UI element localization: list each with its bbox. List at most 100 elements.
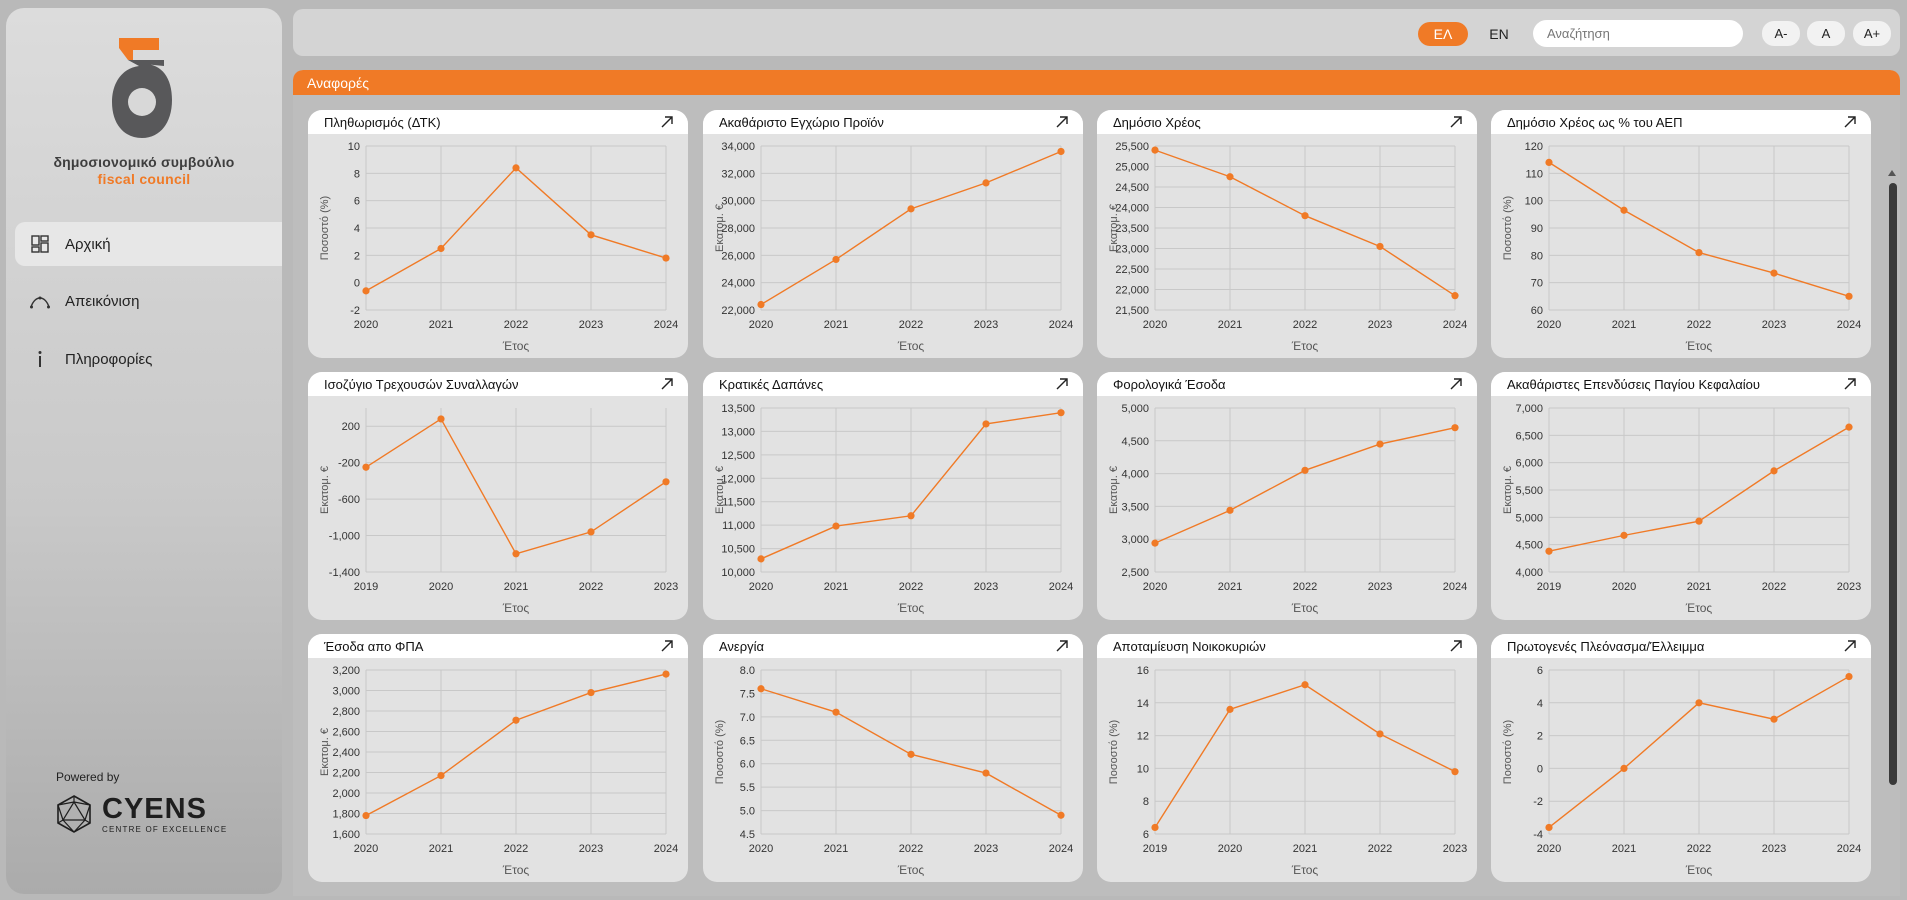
- data-point[interactable]: [587, 528, 595, 536]
- data-point[interactable]: [662, 670, 670, 678]
- data-point[interactable]: [1545, 547, 1553, 555]
- data-point[interactable]: [1057, 147, 1065, 156]
- x-tick-label: 2020: [429, 581, 453, 593]
- font-size-increase-button[interactable]: A+: [1853, 21, 1891, 46]
- x-tick-label: 2020: [749, 843, 773, 855]
- data-point[interactable]: [512, 716, 520, 724]
- x-tick-label: 2023: [1368, 319, 1392, 331]
- y-tick-label: 2,200: [332, 768, 360, 780]
- data-point[interactable]: [1057, 811, 1065, 819]
- data-point[interactable]: [1301, 681, 1309, 689]
- data-point[interactable]: [362, 811, 370, 820]
- data-point[interactable]: [1226, 173, 1234, 181]
- expand-icon[interactable]: [1055, 115, 1069, 129]
- data-point[interactable]: [1301, 466, 1309, 474]
- data-point[interactable]: [757, 555, 765, 563]
- font-size-normal-button[interactable]: A: [1807, 21, 1845, 46]
- expand-icon[interactable]: [660, 377, 674, 391]
- sidebar-item-info[interactable]: Πληροφορίες: [15, 337, 282, 381]
- data-point[interactable]: [587, 688, 595, 697]
- expand-icon[interactable]: [660, 115, 674, 129]
- data-point[interactable]: [1620, 531, 1628, 539]
- data-point[interactable]: [832, 255, 840, 264]
- scroll-up-icon[interactable]: [1888, 170, 1896, 176]
- data-point[interactable]: [362, 463, 370, 471]
- font-size-decrease-button[interactable]: A-: [1762, 21, 1800, 46]
- data-point[interactable]: [512, 550, 520, 558]
- data-point[interactable]: [437, 415, 445, 423]
- language-en-button[interactable]: EN: [1489, 26, 1509, 42]
- y-tick-label: 100: [1525, 196, 1543, 208]
- data-point[interactable]: [437, 771, 445, 780]
- data-point[interactable]: [982, 420, 990, 428]
- data-point[interactable]: [1695, 699, 1703, 707]
- data-point[interactable]: [1545, 823, 1553, 832]
- data-point[interactable]: [1226, 506, 1234, 514]
- data-point[interactable]: [1695, 517, 1703, 525]
- data-point[interactable]: [757, 300, 765, 309]
- y-tick-label: 12,500: [721, 450, 755, 462]
- data-point[interactable]: [1301, 212, 1309, 220]
- data-point[interactable]: [1845, 672, 1853, 681]
- x-tick-label: 2020: [1537, 843, 1561, 855]
- data-point[interactable]: [662, 478, 670, 486]
- data-point[interactable]: [1845, 423, 1853, 431]
- expand-icon[interactable]: [1843, 639, 1857, 653]
- data-point[interactable]: [512, 164, 520, 172]
- data-point[interactable]: [1620, 764, 1628, 772]
- data-point[interactable]: [1151, 146, 1159, 154]
- y-tick-label: -2: [1533, 796, 1543, 808]
- data-point[interactable]: [907, 750, 915, 758]
- data-point[interactable]: [362, 287, 370, 295]
- data-point[interactable]: [437, 244, 445, 253]
- y-tick-label: 24,500: [1115, 182, 1149, 194]
- data-point[interactable]: [1451, 768, 1459, 776]
- data-point[interactable]: [1376, 730, 1384, 738]
- scrollbar-thumb[interactable]: [1889, 183, 1897, 785]
- data-point[interactable]: [907, 512, 915, 520]
- data-point[interactable]: [1620, 206, 1628, 214]
- data-point[interactable]: [907, 205, 915, 213]
- data-point[interactable]: [662, 254, 670, 262]
- expand-icon[interactable]: [1843, 377, 1857, 391]
- brand-logo[interactable]: δημοσιονομικό συμβούλιο fiscal council: [6, 30, 282, 187]
- data-point[interactable]: [832, 522, 840, 530]
- data-point[interactable]: [982, 769, 990, 777]
- data-point[interactable]: [1451, 292, 1459, 300]
- sidebar-item-visualization[interactable]: Απεικόνιση: [15, 279, 282, 323]
- x-tick-label: 2022: [504, 319, 528, 331]
- data-point[interactable]: [587, 231, 595, 239]
- expand-icon[interactable]: [1055, 377, 1069, 391]
- data-point[interactable]: [1057, 409, 1065, 417]
- data-point[interactable]: [1845, 292, 1853, 300]
- data-point[interactable]: [1770, 269, 1778, 277]
- data-point[interactable]: [1376, 440, 1384, 448]
- data-point[interactable]: [1545, 158, 1553, 166]
- expand-icon[interactable]: [660, 639, 674, 653]
- x-tick-label: 2020: [354, 319, 378, 331]
- data-point[interactable]: [1376, 242, 1384, 251]
- data-point[interactable]: [832, 708, 840, 716]
- expand-icon[interactable]: [1449, 377, 1463, 391]
- search-input[interactable]: [1533, 20, 1743, 47]
- expand-icon[interactable]: [1055, 639, 1069, 653]
- data-point[interactable]: [1451, 424, 1459, 432]
- data-point[interactable]: [1770, 467, 1778, 475]
- sidebar-item-home[interactable]: Αρχική: [15, 222, 282, 266]
- data-point[interactable]: [982, 179, 990, 187]
- data-point[interactable]: [1151, 823, 1159, 832]
- expand-icon[interactable]: [1449, 639, 1463, 653]
- data-point[interactable]: [1151, 539, 1159, 547]
- y-tick-label: 23,500: [1115, 223, 1149, 235]
- expand-icon[interactable]: [1843, 115, 1857, 129]
- language-el-button[interactable]: ΕΛ: [1418, 22, 1468, 46]
- data-point[interactable]: [757, 685, 765, 693]
- data-point[interactable]: [1226, 705, 1234, 713]
- data-point[interactable]: [1695, 249, 1703, 257]
- chart-title: Ανεργία: [703, 634, 1083, 658]
- dashboard-icon: [29, 233, 51, 255]
- data-point[interactable]: [1770, 715, 1778, 723]
- expand-icon[interactable]: [1449, 115, 1463, 129]
- y-tick-label: 13,000: [721, 426, 755, 438]
- x-tick-label: 2021: [429, 319, 453, 331]
